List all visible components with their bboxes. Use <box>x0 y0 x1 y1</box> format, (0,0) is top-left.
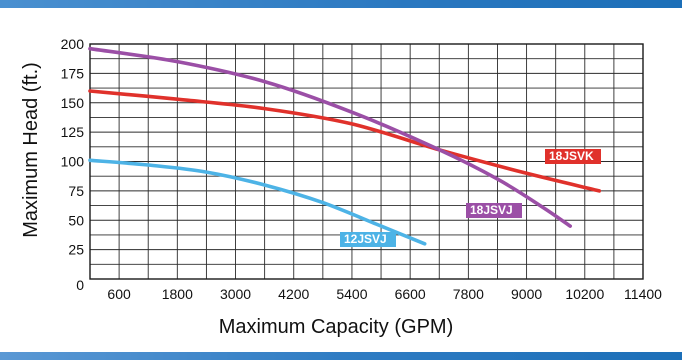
series-line-12jsvj <box>88 158 427 246</box>
y-tick-label: 25 <box>68 242 84 258</box>
series-label-text: 18JSVJ <box>470 203 513 217</box>
y-tick-label: 125 <box>61 124 85 140</box>
chart-frame <box>0 8 682 352</box>
series-label-18jsvk: 18JSVK <box>545 149 601 164</box>
x-tick-label: 11400 <box>624 286 662 302</box>
y-tick-label: 75 <box>68 183 84 199</box>
top-border-strip <box>0 0 682 8</box>
y-axis-title: Maximum Head (ft.) <box>20 62 42 238</box>
x-tick-label: 600 <box>107 286 131 302</box>
bottom-border-strip <box>0 352 682 360</box>
x-tick-label: 10200 <box>565 286 604 302</box>
x-tick-label: 5400 <box>336 286 367 302</box>
series-line-18jsvk <box>88 89 602 193</box>
series-label-background <box>545 149 601 164</box>
x-tick-label: 4200 <box>278 286 309 302</box>
x-axis-title: Maximum Capacity (GPM) <box>219 316 453 338</box>
y-tick-label: 0 <box>76 277 84 293</box>
tick-labels: 600 1800 3000 4200 5400 6600 7800 9000 10200 1140… <box>61 36 663 302</box>
x-tick-label: 1800 <box>162 286 193 302</box>
series-label-text: 12JSVJ <box>344 232 387 246</box>
series-label-12jsvj: 12JSVJ <box>340 232 396 247</box>
x-tick-label: 3000 <box>220 286 251 302</box>
series-label-background <box>466 203 522 218</box>
y-tick-label: 100 <box>61 154 85 170</box>
y-tick-label: 150 <box>61 95 85 111</box>
series-label-text: 18JSVK <box>549 149 594 163</box>
series-labels: 12JSVJ 18JSVK 18JSVJ <box>340 149 601 247</box>
y-tick-label: 175 <box>61 65 85 81</box>
x-tick-label: 7800 <box>453 286 484 302</box>
x-tick-label: 9000 <box>511 286 542 302</box>
series-line-18jsvj <box>88 46 572 228</box>
y-tick-label: 200 <box>61 36 85 52</box>
series-label-18jsvj: 18JSVJ <box>466 203 522 218</box>
y-tick-label: 50 <box>68 212 84 228</box>
series-label-background <box>340 232 396 247</box>
x-tick-label: 6600 <box>395 286 426 302</box>
series-lines <box>88 46 602 246</box>
